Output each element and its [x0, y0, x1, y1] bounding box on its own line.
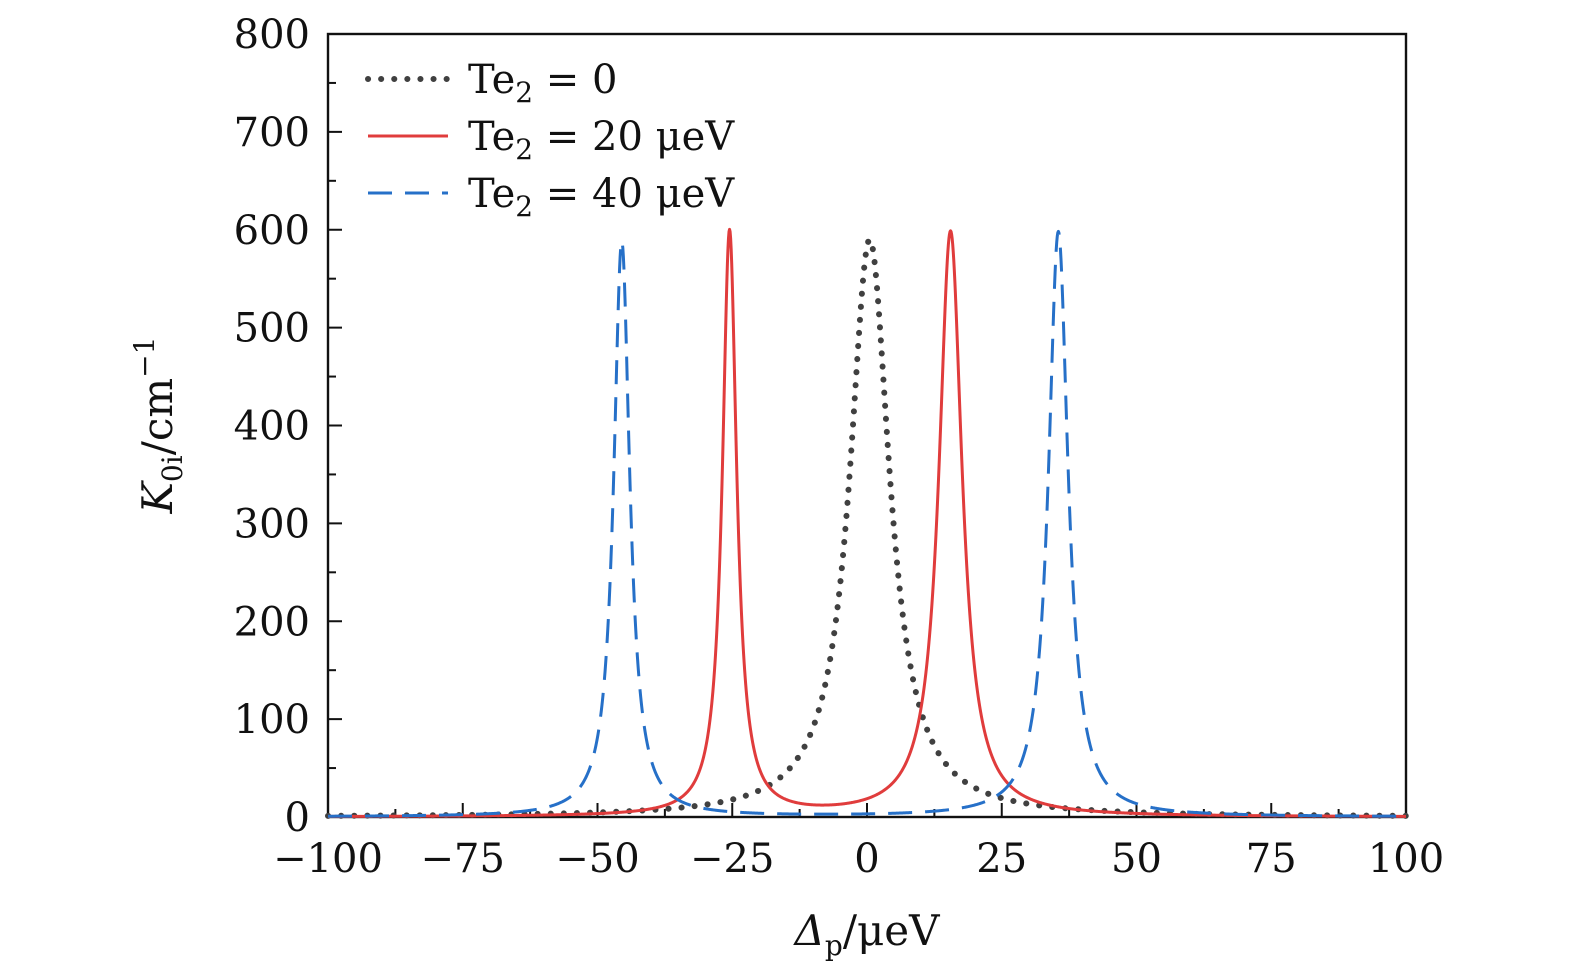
- y-tick-label: 100: [234, 697, 310, 743]
- y-axis-title-superscript: −1: [128, 337, 161, 378]
- x-tick-label: −75: [421, 836, 505, 882]
- x-tick-label: −100: [273, 836, 383, 882]
- legend-label-1: Te2 = 0: [468, 57, 617, 109]
- legend-label-2: Te2 = 20 μeV: [468, 114, 735, 166]
- series-line-3: [327, 229, 1407, 818]
- x-axis-title-unit: /μeV: [843, 906, 940, 955]
- y-axis-title-unit: /cm: [133, 378, 182, 456]
- x-axis-title-subscript: p: [825, 929, 843, 962]
- y-tick-label: 800: [234, 12, 310, 58]
- x-axis-title-symbol: Δ: [793, 906, 825, 955]
- y-axis: 0 100 200 300 400 500 600 700 800: [234, 12, 342, 841]
- y-axis-title: K0i/cm−1: [128, 337, 189, 515]
- x-tick-label: 0: [854, 836, 879, 882]
- x-tick-label: 50: [1111, 836, 1162, 882]
- x-tick-label: 75: [1246, 836, 1297, 882]
- y-axis-title-subscript: 0i: [156, 455, 189, 482]
- y-axis-title-symbol: K: [133, 479, 182, 514]
- series-layer: [325, 227, 1409, 819]
- x-tick-label: −25: [690, 836, 774, 882]
- series-line-2: [327, 227, 1407, 818]
- x-axis: −100 −75 −50 −25 0 25 50 75 100: [273, 803, 1444, 882]
- x-tick-label: 100: [1368, 836, 1444, 882]
- y-tick-label: 500: [234, 306, 310, 352]
- y-tick-label: 300: [234, 501, 310, 547]
- y-tick-label: 700: [234, 110, 310, 156]
- y-tick-label: 400: [234, 404, 310, 450]
- y-tick-label: 0: [285, 795, 310, 841]
- x-axis-title: Δp/μeV: [793, 906, 941, 962]
- x-tick-label: −50: [555, 836, 639, 882]
- x-tick-label: 25: [976, 836, 1027, 882]
- series-line-1: [325, 236, 1409, 819]
- legend-label-3: Te2 = 40 μeV: [468, 171, 735, 223]
- y-tick-label: 200: [234, 599, 310, 645]
- y-tick-label: 600: [234, 208, 310, 254]
